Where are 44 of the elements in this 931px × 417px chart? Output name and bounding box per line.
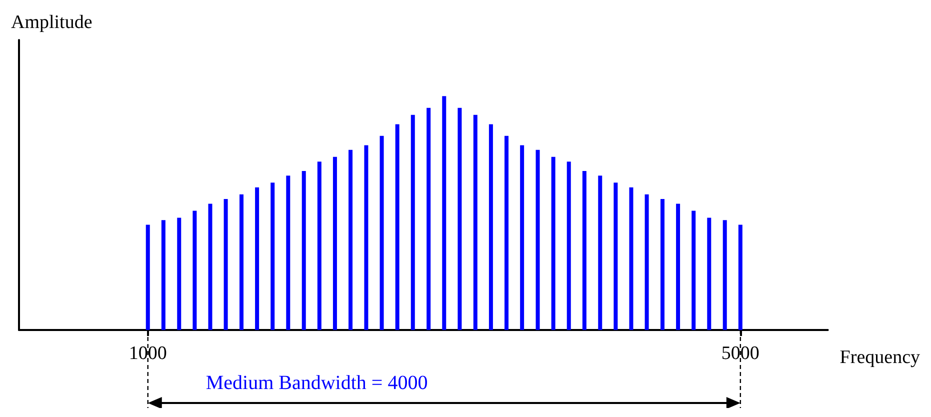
bar bbox=[644, 194, 649, 330]
bar bbox=[598, 176, 602, 330]
bar bbox=[208, 204, 212, 330]
x-tick-label: 1000 bbox=[128, 343, 167, 364]
bar bbox=[458, 108, 462, 330]
bar bbox=[380, 136, 384, 330]
bar bbox=[566, 162, 571, 330]
bar bbox=[551, 156, 556, 330]
x-tick-label: 5000 bbox=[721, 343, 760, 364]
bar bbox=[722, 220, 727, 330]
bar bbox=[224, 199, 228, 330]
bar bbox=[473, 114, 478, 330]
text: Medium Bandwidth = 4000 bbox=[206, 372, 428, 394]
y-axis-title: Amplitude bbox=[11, 12, 92, 33]
bar bbox=[146, 224, 150, 330]
bar bbox=[520, 145, 524, 330]
bar bbox=[488, 124, 493, 330]
bar bbox=[395, 124, 400, 330]
bar bbox=[676, 204, 680, 330]
bar bbox=[364, 145, 368, 330]
bar bbox=[270, 182, 275, 330]
bar bbox=[332, 156, 337, 330]
bar bbox=[629, 187, 634, 330]
bar bbox=[192, 210, 197, 330]
bar bbox=[302, 170, 306, 330]
bar bbox=[239, 194, 244, 330]
bar bbox=[582, 170, 586, 330]
bar bbox=[177, 218, 182, 330]
bar bbox=[707, 218, 712, 330]
bar bbox=[614, 182, 618, 330]
bar bbox=[426, 108, 431, 330]
bar bbox=[504, 136, 509, 330]
bar bbox=[161, 220, 166, 330]
bar bbox=[410, 114, 415, 330]
x-axis-title: Frequency bbox=[840, 347, 920, 368]
bar bbox=[286, 176, 290, 330]
bar bbox=[317, 162, 322, 330]
bar bbox=[738, 224, 742, 330]
bar bbox=[442, 96, 446, 330]
bar bbox=[692, 210, 696, 330]
bar bbox=[255, 187, 260, 330]
bar bbox=[660, 199, 664, 330]
bar bbox=[348, 150, 353, 330]
bar bbox=[536, 150, 540, 330]
